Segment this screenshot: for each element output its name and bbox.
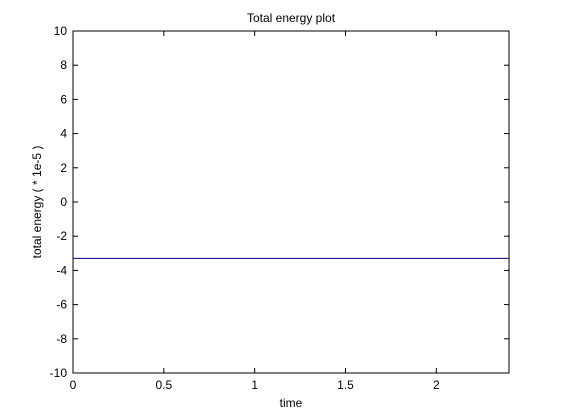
- y-tick-label: -8: [56, 332, 67, 346]
- chart-title: Total energy plot: [247, 11, 336, 25]
- y-tick-label: 0: [60, 195, 67, 209]
- y-tick-label: -10: [50, 366, 68, 380]
- y-tick-label: 2: [60, 161, 67, 175]
- y-tick-label: -4: [56, 263, 67, 277]
- y-tick-label: 6: [60, 92, 67, 106]
- x-tick-label: 0.5: [155, 378, 172, 392]
- y-tick-label: -6: [56, 298, 67, 312]
- x-axis: 0 0.5 1 1.5 2: [70, 31, 440, 392]
- y-tick-label: 4: [60, 127, 67, 141]
- y-tick-label: 10: [54, 24, 68, 38]
- y-tick-label: -2: [56, 229, 67, 243]
- x-axis-label: time: [280, 396, 303, 410]
- x-tick-label: 1: [251, 378, 258, 392]
- x-tick-label: 0: [70, 378, 77, 392]
- y-tick-label: 8: [60, 58, 67, 72]
- y-axis: -10 -8 -6 -4 -2 0 2 4 6 8 10: [50, 24, 509, 380]
- y-axis-label: total energy ( * 1e-5 ): [30, 146, 44, 259]
- x-tick-label: 2: [433, 378, 440, 392]
- x-tick-label: 1.5: [337, 378, 354, 392]
- axes-box: [72, 30, 510, 374]
